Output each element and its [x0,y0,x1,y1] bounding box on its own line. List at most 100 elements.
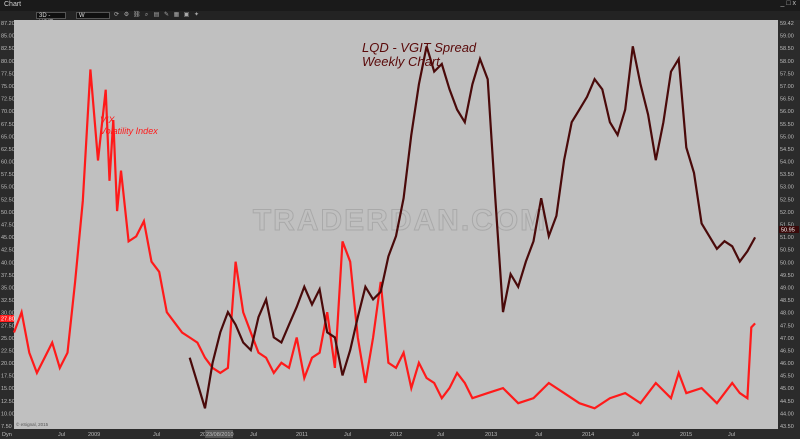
x-tick-label: Jul [437,432,444,438]
right-tick-label: 58.50 [780,46,794,52]
left-tick-label: 10.00 [1,411,15,417]
right-tick-label: 59.42 [780,21,794,27]
right-tick-label: 45.50 [780,374,794,380]
settings-icon[interactable]: ⚙ [123,12,130,18]
x-tick-label: Jul [58,432,65,438]
left-tick-label: 22.50 [1,348,15,354]
vix-label-desc: Volatility Index [100,126,158,136]
vix-label: VIX [100,115,116,125]
left-tick-label: 35.00 [1,285,15,291]
spread-series-line [188,45,757,409]
minimize-button[interactable]: _ [780,0,785,7]
left-tick-label: 62.50 [1,147,15,153]
link-icon[interactable]: ⛓ [133,12,141,18]
print-icon[interactable]: ▤ [153,12,160,18]
left-tick-label: 70.00 [1,109,15,115]
right-tick-label: 46.00 [780,361,794,367]
left-axis [0,20,14,429]
left-tick-label: 40.00 [1,260,15,266]
right-tick-label: 50.00 [780,260,794,266]
right-tick-label: 47.50 [780,323,794,329]
right-current-badge [779,226,799,233]
x-tick-label: Dyn [2,432,12,438]
x-tick-label: 2015 [680,432,692,438]
left-tick-label: 12.50 [1,399,15,405]
right-tick-label: 49.50 [780,273,794,279]
left-tick-label: 45.00 [1,235,15,241]
refresh-icon[interactable]: ⟳ [113,12,120,18]
left-tick-label: 67.50 [1,122,15,128]
chart-title: LQD - VGIT Spread [362,40,477,55]
right-tick-label: 52.50 [780,197,794,203]
right-tick-label: 48.50 [780,298,794,304]
right-tick-label: 54.50 [780,147,794,153]
right-tick-label: 55.50 [780,122,794,128]
x-tick-label: 2014 [582,432,594,438]
right-tick-label: 57.00 [780,84,794,90]
left-tick-label: 72.50 [1,97,15,103]
left-tick-label: 15.00 [1,386,15,392]
chart-subtitle: Weekly Chart [362,54,441,69]
x-tick-label: 2009 [88,432,100,438]
x-axis [0,429,800,439]
left-tick-label: 32.50 [1,298,15,304]
right-tick-label: 57.50 [780,71,794,77]
right-tick-label: 53.00 [780,185,794,191]
left-tick-label: 30.00 [1,311,15,317]
x-tick-label: 2011 [296,432,308,438]
left-tick-label: 42.50 [1,248,15,254]
x-highlight-label: 23/08/2010 [206,432,234,438]
right-tick-label: 48.00 [780,311,794,317]
left-tick-label: 37.50 [1,273,15,279]
right-tick-label: 45.00 [780,386,794,392]
left-tick-label: 57.50 [1,172,15,178]
right-tick-label: 44.50 [780,399,794,405]
right-tick-label: 46.50 [780,348,794,354]
x-tick-label: 2013 [485,432,497,438]
left-tick-label: 55.00 [1,185,15,191]
left-current-value: 27.80 [1,317,15,323]
left-tick-label: 60.00 [1,160,15,166]
left-tick-label: 25.00 [1,336,15,342]
right-tick-label: 49.00 [780,285,794,291]
zoom-icon[interactable]: ⌕ [144,12,149,18]
x-tick-label: Jul [250,432,257,438]
right-tick-label: 55.00 [780,134,794,140]
grid-icon[interactable]: ▦ [173,12,180,18]
right-tick-label: 43.50 [780,424,794,430]
right-tick-label: 44.00 [780,411,794,417]
right-axis [778,20,800,429]
left-tick-label: 65.00 [1,134,15,140]
left-tick-label: 77.50 [1,71,15,77]
left-tick-label: 82.50 [1,46,15,52]
left-tick-label: 52.50 [1,197,15,203]
right-tick-label: 56.50 [780,97,794,103]
left-current-badge [0,315,14,322]
right-tick-label: 51.50 [780,223,794,229]
right-tick-label: 51.00 [780,235,794,241]
vix-series-line [12,69,756,410]
right-tick-label: 54.00 [780,160,794,166]
left-tick-label: 17.50 [1,374,15,380]
share-icon[interactable]: ✦ [193,12,200,18]
right-tick-label: 59.00 [780,34,794,40]
close-button[interactable]: x [792,0,797,7]
right-tick-label: 58.00 [780,59,794,65]
left-tick-label: 87.20 [1,21,15,27]
window-title: Chart [4,1,22,8]
image-icon[interactable]: ▣ [183,12,190,18]
footer-copyright: © eSignal, 2015 [16,421,49,427]
right-tick-label: 50.50 [780,248,794,254]
x-tick-label: Jul [535,432,542,438]
window-controls[interactable]: _ □ x [780,0,796,7]
draw-icon[interactable]: ✎ [163,12,170,18]
left-tick-label: 20.00 [1,361,15,367]
maximize-button[interactable]: □ [786,0,791,7]
interval-select[interactable]: W [76,12,110,19]
window-titlebar: Chart _ □ x [0,0,800,11]
right-tick-label: 56.00 [780,109,794,115]
x-tick-label: 2012 [390,432,402,438]
left-tick-label: 7.50 [1,424,12,430]
right-tick-label: 47.00 [780,336,794,342]
x-tick-label: Jul [632,432,639,438]
